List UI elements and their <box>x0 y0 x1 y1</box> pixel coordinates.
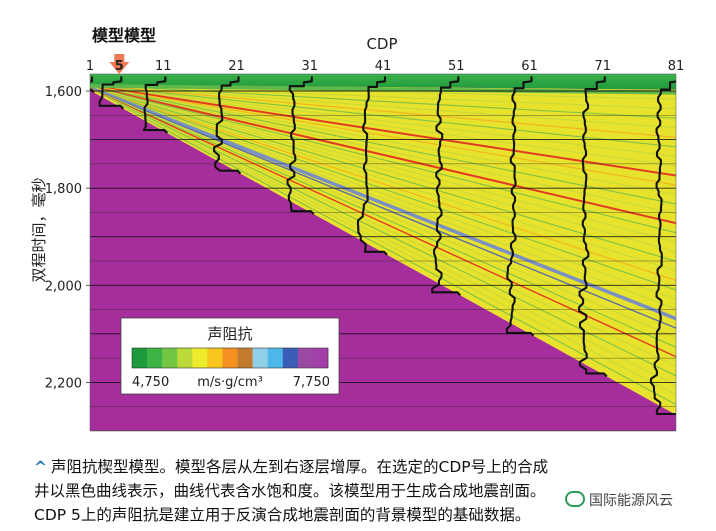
wedge-top-strip <box>90 83 676 95</box>
colorbar-swatches <box>131 347 329 369</box>
colorbar-title: 声阻抗 <box>207 325 252 343</box>
x-tick-label: 5 <box>115 59 124 74</box>
wedge-layer-line <box>90 88 676 405</box>
wedge-layer-line <box>90 84 676 129</box>
wedge-layer-line <box>90 84 676 119</box>
impedance-wedge-chart: 模型模型 CDP 1 5 11 21 31 41 51 61 71 81 1,600 1,800 2,… <box>30 26 684 432</box>
x-tick-label: 51 <box>448 59 465 74</box>
wedge-layer-line <box>90 86 676 272</box>
wedge-layer-line <box>90 85 676 196</box>
wedge-layer-line <box>90 86 676 243</box>
x-tick-label: 81 <box>668 59 685 74</box>
colorbar-swatch <box>207 348 223 368</box>
wedge-body <box>90 84 676 414</box>
wechat-logo-icon <box>565 491 585 507</box>
wedge-layer-line <box>90 84 676 138</box>
wedge-layer-line <box>90 86 676 291</box>
x-tick-label: 71 <box>594 59 611 74</box>
wedge-layer-line <box>90 84 676 148</box>
well-curve <box>142 76 169 134</box>
well-curve <box>578 76 608 378</box>
wedge-layer-line <box>90 84 676 167</box>
y-axis-label: 双程时间，毫秒 <box>30 177 48 282</box>
colorbar-swatch <box>222 348 238 368</box>
wedge-layer-line <box>90 85 676 215</box>
colorbar-swatch <box>267 348 284 368</box>
y-tick-labels: 1,600 1,800 2,000 2,200 <box>45 85 90 391</box>
wedge-layer-line <box>90 84 676 157</box>
plot-area <box>90 74 676 431</box>
wedge-layer-line <box>90 85 676 205</box>
y-tick-label: 1,800 <box>45 182 82 197</box>
wedge-layer-line <box>90 86 676 262</box>
figure-caption: ^ 声阻抗楔型模型。模型各层从左到右逐层增厚。在选定的CDP号上的合成 井以黑色曲… <box>34 455 706 527</box>
selected-cdp-arrow-icon <box>109 54 130 74</box>
x-tick-label: 61 <box>521 59 538 74</box>
wedge-layer-line <box>90 87 676 339</box>
y-tick-label: 2,000 <box>45 279 82 294</box>
well-curve <box>98 76 125 110</box>
caption-line: CDP 5上的声阻抗是建立用于反演合成地震剖面的背景模型的基础数据。 <box>34 506 531 524</box>
x-axis-label: CDP <box>366 35 397 53</box>
well-curve <box>649 80 676 416</box>
y-tick-label: 2,200 <box>45 376 82 391</box>
colorbar-swatch <box>282 348 299 368</box>
wedge-layer-line <box>90 87 676 329</box>
x-tick-label: 11 <box>155 59 172 74</box>
wedge-layer-line <box>90 87 676 358</box>
wedge-layer-line <box>90 88 676 396</box>
colorbar-swatch <box>147 348 163 368</box>
wedge-layer-line <box>90 88 676 377</box>
well-curve <box>431 76 462 296</box>
y-tick-label: 1,600 <box>45 85 82 100</box>
wedge-layer-line <box>90 87 676 301</box>
wedge-layer-line <box>90 86 676 321</box>
colorbar-legend: 声阻抗 4,750 m/s·g/cm³ 7,750 <box>120 317 340 395</box>
x-tick-label: 1 <box>86 59 94 74</box>
wedge-layer-line <box>90 88 676 367</box>
wedge-layer-line <box>90 88 676 386</box>
wedge-layer-line <box>90 86 676 281</box>
wedge-layer-line <box>90 84 676 177</box>
colorbar-swatch <box>297 348 314 368</box>
colorbar-border <box>131 347 329 369</box>
wedge-layer-line <box>90 87 676 348</box>
model-label: 模型模型 <box>92 26 156 45</box>
x-tick-label: 41 <box>375 59 392 74</box>
plot-frame <box>89 73 677 432</box>
colorbar-swatch <box>237 348 253 368</box>
colorbar-swatch <box>312 348 329 368</box>
watermark: 国际能源风云 <box>565 490 673 510</box>
colorbar-swatch <box>162 348 178 368</box>
colorbar-max-label: 7,750 <box>293 375 330 390</box>
x-tick-label: 31 <box>301 59 318 74</box>
x-tick-labels: 1 5 11 21 31 41 51 61 71 81 <box>86 59 684 74</box>
wedge-layer-line <box>90 86 676 253</box>
colorbar-swatch <box>177 348 193 368</box>
synthetic-well-curves <box>90 76 676 416</box>
well-curve <box>356 76 388 256</box>
colorbar-min-label: 4,750 <box>132 375 169 390</box>
x-tick-label: 21 <box>228 59 245 74</box>
colorbar-swatch <box>252 348 268 368</box>
colorbar-swatch <box>192 348 208 368</box>
caption-marker-icon: ^ <box>34 458 47 476</box>
caption-line: ^ 声阻抗楔型模型。模型各层从左到右逐层增厚。在选定的CDP号上的合成 <box>34 458 549 476</box>
colorbar-unit-label: m/s·g/cm³ <box>197 375 263 390</box>
well-curve <box>213 76 242 175</box>
wedge-layer-line <box>90 85 676 225</box>
well-curve <box>505 76 535 337</box>
wedge-layer-line <box>90 86 676 234</box>
colorbar-swatch <box>132 348 148 368</box>
well-curve <box>286 76 315 215</box>
caption-line: 井以黑色曲线表示，曲线代表含水饱和度。该模型用于生成合成地震剖面。 <box>34 482 546 500</box>
wedge-layer-line <box>90 85 676 186</box>
